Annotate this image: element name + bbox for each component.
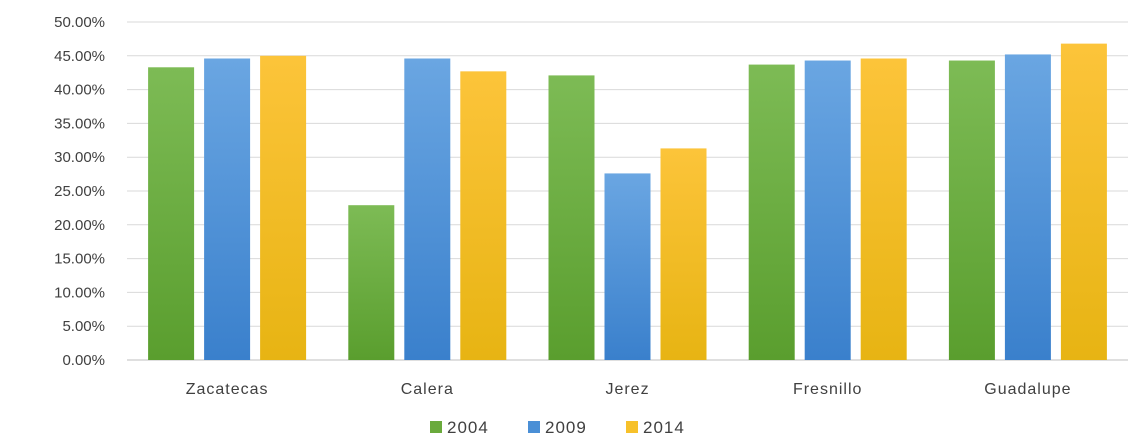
legend-label-2004: 2004 — [447, 418, 489, 437]
y-tick-label: 10.00% — [54, 284, 105, 301]
legend-label-2009: 2009 — [545, 418, 587, 437]
y-tick-label: 35.00% — [54, 115, 105, 132]
bar-2014-fresnillo — [860, 58, 907, 361]
bar-2004-calera — [348, 205, 395, 360]
bar-2009-zacatecas — [204, 58, 251, 361]
bar-2004-jerez — [548, 75, 595, 361]
x-tick-label: Fresnillo — [793, 381, 862, 398]
x-axis: Zacatecas Calera Jerez Fresnillo Guadalupe — [186, 381, 1071, 398]
legend-swatch-2014 — [626, 421, 638, 433]
y-tick-label: 40.00% — [54, 82, 105, 99]
bar-2014-calera — [460, 71, 507, 361]
y-tick-label: 25.00% — [54, 183, 105, 200]
bar-2009-calera — [404, 58, 451, 361]
bar-2004-guadalupe — [948, 60, 995, 360]
bar-2009-guadalupe — [1004, 54, 1051, 360]
x-tick-label: Zacatecas — [186, 381, 269, 398]
bar-2009-jerez — [604, 173, 651, 360]
y-tick-label: 20.00% — [54, 217, 105, 234]
legend-swatch-2009 — [528, 421, 540, 433]
y-tick-label: 45.00% — [54, 48, 105, 65]
y-tick-label: 15.00% — [54, 251, 105, 268]
legend: 2004 2009 2014 — [430, 418, 685, 437]
legend-label-2014: 2014 — [643, 418, 685, 437]
x-tick-label: Guadalupe — [984, 381, 1071, 398]
bar-2014-jerez — [660, 148, 707, 360]
bars — [148, 43, 1107, 361]
y-tick-label: 5.00% — [62, 318, 105, 335]
bar-2009-fresnillo — [804, 60, 851, 360]
legend-swatch-2004 — [430, 421, 442, 433]
x-tick-label: Jerez — [605, 381, 649, 398]
bar-2014-zacatecas — [260, 55, 307, 361]
y-axis: 0.00% 5.00% 10.00% 15.00% 20.00% 25.00% 30.00%… — [54, 14, 105, 369]
bar-2004-fresnillo — [748, 64, 795, 360]
y-tick-label: 50.00% — [54, 14, 105, 31]
y-tick-label: 0.00% — [62, 352, 105, 369]
x-tick-label: Calera — [401, 381, 454, 398]
bar-2004-zacatecas — [148, 67, 195, 361]
bar-2014-guadalupe — [1060, 43, 1107, 361]
y-tick-label: 30.00% — [54, 149, 105, 166]
